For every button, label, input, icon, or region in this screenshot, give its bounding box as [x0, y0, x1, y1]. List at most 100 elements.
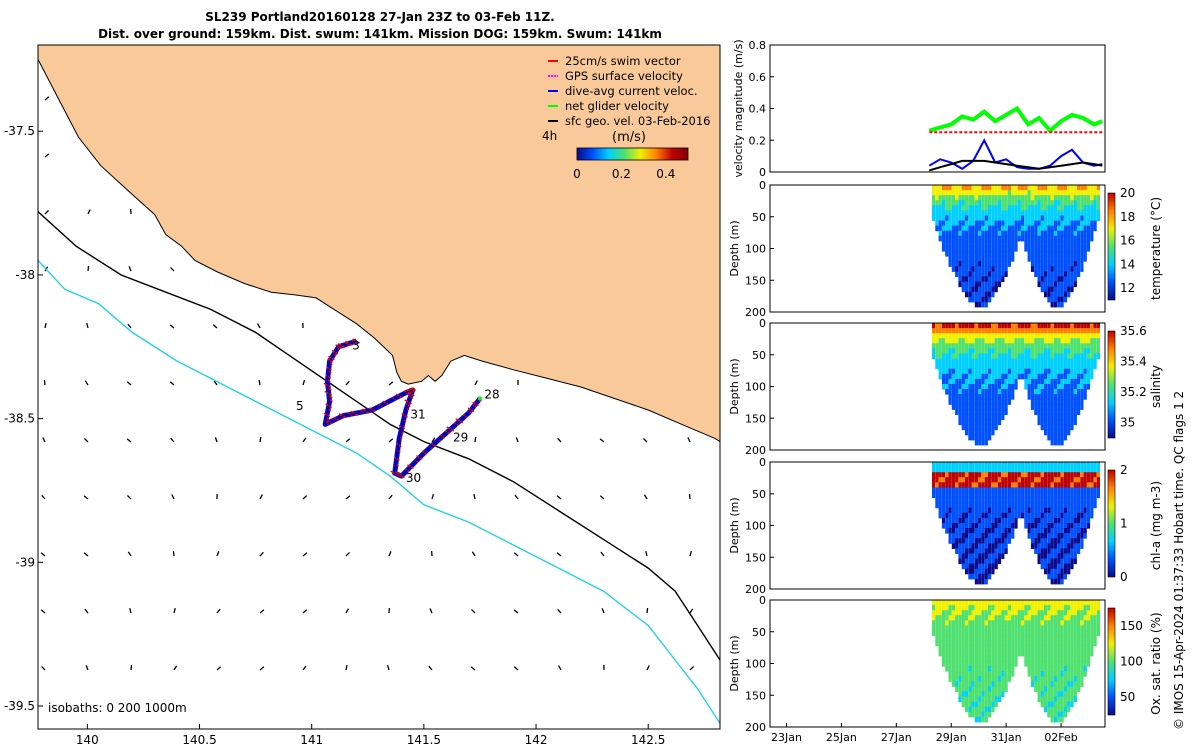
profile-cell: [1067, 497, 1071, 504]
profile-cell: [938, 323, 942, 329]
profile-cell: [1027, 358, 1031, 365]
profile-cell: [994, 378, 998, 385]
profile-cell: [1034, 681, 1038, 687]
profile-cell: [978, 640, 982, 647]
profile-cell: [1073, 404, 1077, 410]
profile-cell: [1017, 338, 1021, 344]
profile-cell: [978, 215, 982, 222]
profile-cell: [1050, 205, 1054, 211]
profile-cell: [1034, 378, 1038, 385]
profile-cell: [968, 358, 972, 365]
profile-cell: [1050, 439, 1054, 446]
profile-cell: [961, 543, 965, 549]
profile-cell: [1073, 462, 1077, 468]
profile-cell: [997, 343, 1002, 349]
profile-cell: [1044, 205, 1048, 211]
profile-cell: [997, 512, 1002, 519]
profile-cell: [994, 528, 998, 534]
profile-cell: [1086, 353, 1091, 360]
profile-cell: [1060, 291, 1064, 298]
profile-cell: [1014, 210, 1018, 216]
profile-cell: [955, 538, 959, 544]
profile-cell: [951, 266, 955, 272]
profile-cell: [991, 384, 995, 390]
profile-cell: [971, 701, 975, 708]
profile-cell: [1060, 286, 1064, 293]
profile-cell: [1027, 528, 1031, 534]
profile-cell: [1060, 195, 1064, 201]
map-xtick-label: 140.5: [182, 733, 216, 747]
profile-cell: [997, 533, 1002, 539]
profile-cell: [1014, 487, 1018, 493]
profile-cell: [1034, 666, 1038, 672]
profile-cell: [1011, 492, 1015, 499]
profile-cell: [951, 338, 955, 344]
profile-cell: [1070, 661, 1074, 667]
profile-cell: [1044, 353, 1048, 360]
profile-cell: [1044, 368, 1048, 375]
profile-cell: [1067, 291, 1071, 298]
profile-cell: [935, 323, 939, 329]
profile-cell: [1067, 246, 1071, 252]
profile-cell: [1047, 429, 1051, 436]
profile-cell: [994, 686, 998, 692]
profile-cell: [968, 528, 972, 534]
profile-cell: [971, 615, 975, 621]
profile-cell: [958, 620, 962, 626]
profile-cell: [994, 323, 998, 329]
profile-cell: [1080, 200, 1084, 206]
profile-cell: [1096, 482, 1100, 488]
profile-cell: [1021, 482, 1025, 488]
profile-cell: [965, 271, 969, 277]
profile-cell: [1063, 635, 1067, 642]
profile-cell: [1073, 185, 1077, 191]
profile-cell: [1027, 353, 1031, 360]
profile-cell: [1080, 394, 1084, 400]
profile-cell: [974, 291, 978, 298]
profile-cell: [951, 620, 955, 626]
profile-cell: [935, 328, 939, 334]
profile-cell: [1037, 512, 1041, 519]
profile-cell: [991, 492, 995, 499]
profile-cell: [1047, 333, 1051, 339]
profile-cell: [958, 261, 962, 267]
profile-cell: [1047, 462, 1051, 468]
profile-cell: [1004, 333, 1008, 339]
profile-cell: [1050, 472, 1054, 478]
geo-velocity-arrow: [258, 379, 261, 386]
profile-cell: [1057, 261, 1061, 267]
profile-colorbar-tick-label: 35.2: [1120, 385, 1147, 399]
profile-cell: [1011, 185, 1015, 191]
profile-cell: [1030, 185, 1035, 191]
profile-cell: [988, 424, 992, 431]
profile-cell: [961, 348, 965, 354]
profile-cell: [1040, 215, 1044, 222]
profile-cell: [971, 666, 975, 672]
profile-cell: [971, 600, 975, 606]
profile-cell: [1004, 200, 1008, 206]
profile-cell: [984, 676, 988, 682]
profile-cell: [1001, 492, 1005, 499]
profile-cell: [1093, 343, 1097, 349]
profile-cell: [1040, 419, 1044, 426]
profile-cell: [1034, 645, 1038, 652]
profile-cell: [1057, 266, 1061, 272]
profile-cell: [1093, 190, 1097, 196]
profile-cell: [997, 185, 1002, 191]
profile-cell: [1053, 384, 1058, 390]
profile-cell: [984, 548, 988, 554]
profile-cell: [945, 200, 949, 206]
profile-cell: [1096, 462, 1100, 468]
profile-cell: [961, 661, 965, 667]
profile-cell: [1063, 399, 1067, 405]
profile-cell: [955, 477, 959, 483]
colorbar-tick-label: 0.4: [656, 167, 675, 181]
geo-velocity-arrow: [558, 665, 562, 671]
profile-cell: [958, 338, 962, 344]
profile-cell: [971, 568, 975, 575]
profile-cell: [1027, 246, 1031, 252]
profile-cell: [971, 528, 975, 534]
profile-cell: [945, 600, 949, 606]
profile-cell: [981, 429, 985, 436]
profile-cell: [994, 691, 998, 697]
